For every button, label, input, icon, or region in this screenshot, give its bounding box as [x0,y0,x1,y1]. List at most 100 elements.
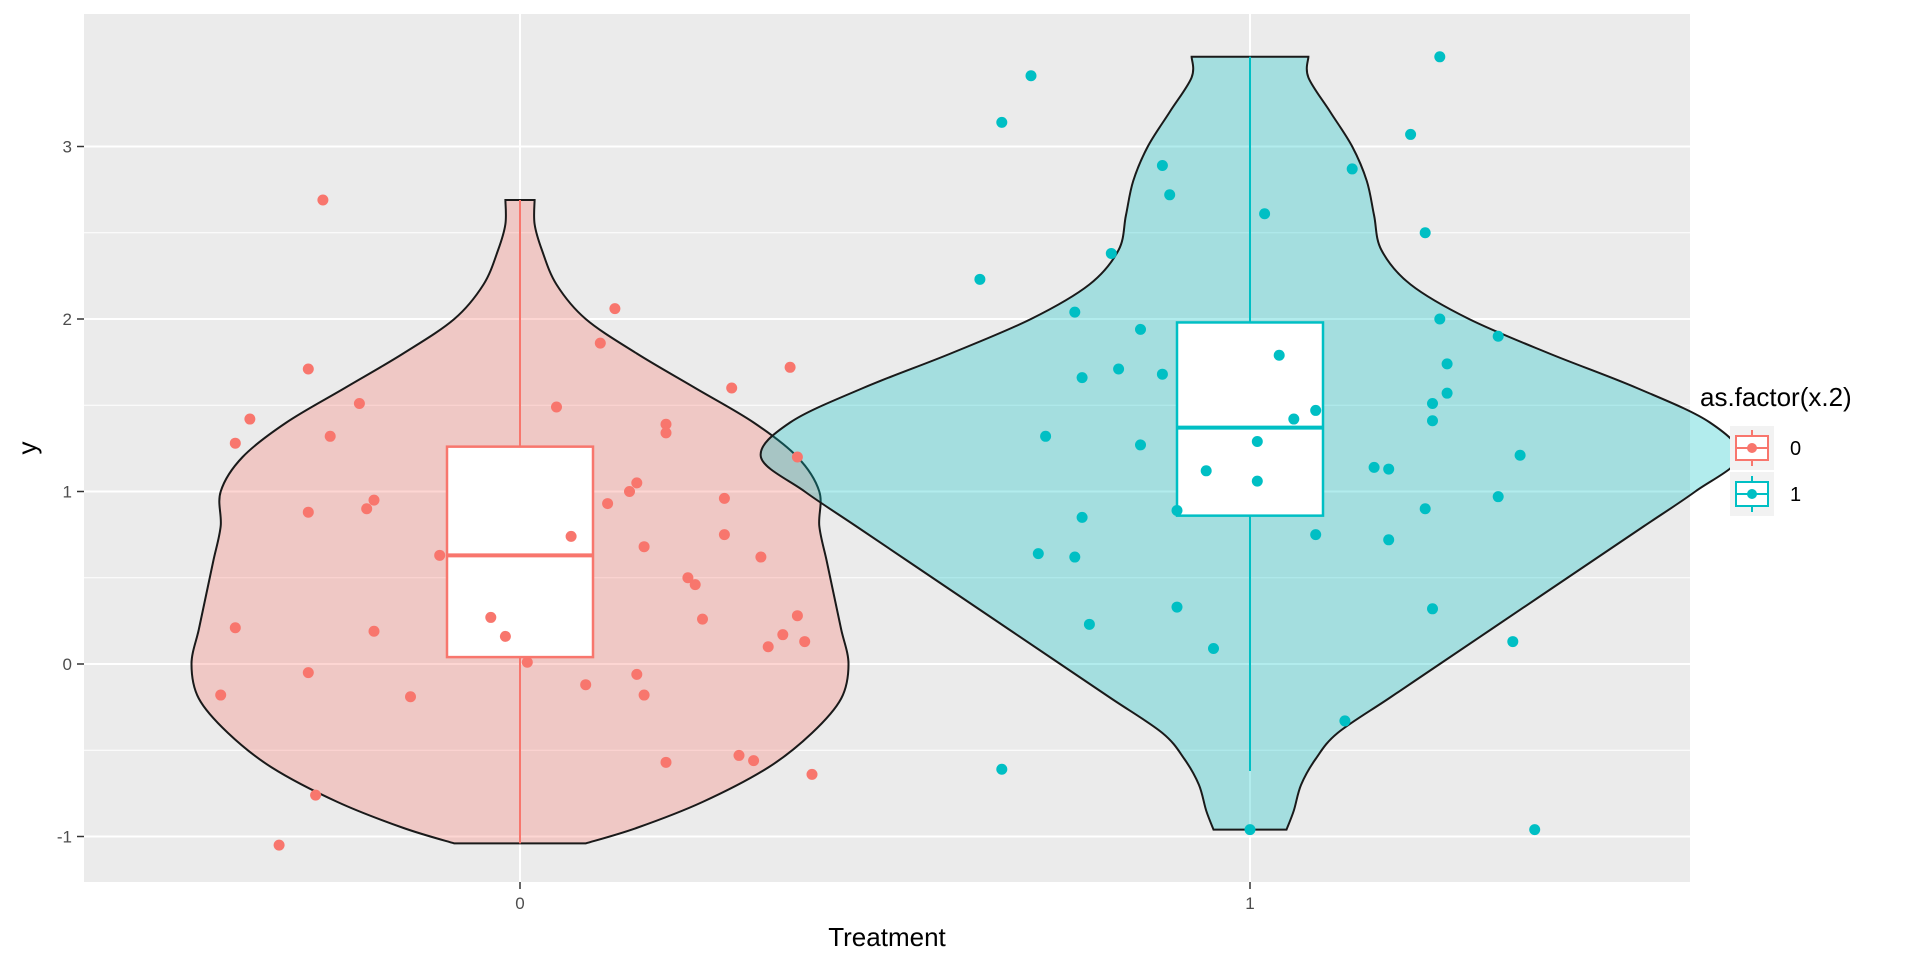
data-point-0 [733,749,745,761]
data-point-1 [1368,461,1380,473]
legend-label: 1 [1790,484,1801,506]
data-point-1 [1069,306,1081,318]
legend: as.factor(x.2) 0 1 [1700,382,1852,516]
data-point-0 [624,486,635,497]
x-tick-label: 0 [515,894,524,913]
data-point-0 [791,451,803,463]
data-point-1 [1156,159,1168,171]
data-point-1 [1171,504,1183,516]
data-point-1 [1405,128,1417,140]
data-point-1 [1273,349,1285,361]
boxplots [445,56,1325,844]
y-axis: -1 0 1 2 3 [57,138,84,847]
data-point-1 [1069,551,1081,563]
data-point-1 [1244,824,1256,836]
data-point-1 [1427,603,1438,615]
data-point-1 [1135,323,1146,335]
data-point-1 [1040,430,1052,442]
data-point-1 [1076,511,1088,523]
data-point-1 [1113,363,1125,375]
data-point-1 [1339,715,1351,727]
data-point-0 [609,303,621,315]
data-point-0 [244,413,256,425]
jitter-points [215,51,1541,851]
data-point-1 [1288,413,1300,425]
data-point-0 [660,427,672,439]
box-1 [1175,321,1325,517]
data-point-1 [1135,439,1146,451]
data-point-0 [638,689,650,701]
data-point-0 [353,398,365,410]
legend-label: 0 [1790,438,1801,460]
data-point-0 [755,551,767,563]
data-point-0 [361,503,373,515]
box-0 [445,445,595,659]
data-point-0 [660,418,672,430]
data-point-0 [324,430,336,442]
data-point-0 [273,839,285,851]
data-point-1 [1434,313,1446,325]
data-point-0 [799,636,811,648]
data-point-0 [762,641,774,653]
data-point-1 [1441,387,1453,399]
data-point-1 [1346,163,1358,175]
data-point-0 [317,194,329,206]
x-axis-title: Treatment [828,922,946,952]
data-point-0 [229,437,241,449]
data-point-1 [1310,529,1322,541]
x-tick-label: 1 [1245,894,1254,913]
data-point-0 [682,572,694,584]
data-point-0 [302,363,314,375]
legend-key-point [1747,443,1757,453]
y-tick-label: 0 [63,655,72,674]
data-point-0 [748,755,760,767]
data-point-0 [405,691,416,703]
data-point-0 [551,401,562,413]
data-point-0 [777,629,789,641]
data-point-1 [1208,642,1219,654]
data-point-1 [1164,189,1176,201]
data-point-0 [806,768,818,780]
data-point-0 [631,477,643,489]
data-point-1 [1529,824,1541,836]
y-tick-label: 2 [63,310,72,329]
data-point-0 [631,668,643,680]
data-point-0 [310,789,322,801]
data-point-0 [718,492,730,504]
data-point-0 [784,361,796,373]
data-point-1 [1514,449,1526,461]
data-point-0 [726,382,738,394]
y-tick-label: -1 [57,828,72,847]
data-point-0 [689,579,701,591]
data-point-0 [791,610,803,622]
data-point-1 [1383,463,1395,475]
data-point-1 [1025,70,1037,82]
data-point-1 [1076,372,1088,384]
data-point-1 [1383,534,1395,546]
data-point-0 [580,679,592,691]
y-tick-label: 3 [63,138,72,157]
y-tick-label: 1 [63,483,72,502]
data-point-0 [229,622,241,634]
data-point-0 [499,630,511,642]
data-point-0 [302,667,314,679]
data-point-1 [1427,398,1438,410]
data-point-0 [697,613,708,625]
data-point-0 [368,625,380,637]
data-point-1 [1251,475,1263,487]
data-point-0 [602,498,614,510]
data-point-1 [1156,368,1168,380]
data-point-1 [996,763,1008,775]
data-point-1 [1083,618,1095,630]
data-point-1 [1251,435,1263,447]
y-axis-title: y [12,442,42,455]
data-point-1 [1105,247,1117,259]
data-point-0 [302,506,314,518]
legend-title: as.factor(x.2) [1700,382,1852,412]
data-point-1 [1434,51,1446,63]
data-point-1 [1427,415,1438,427]
data-point-1 [1492,330,1504,342]
data-point-1 [1310,404,1322,416]
